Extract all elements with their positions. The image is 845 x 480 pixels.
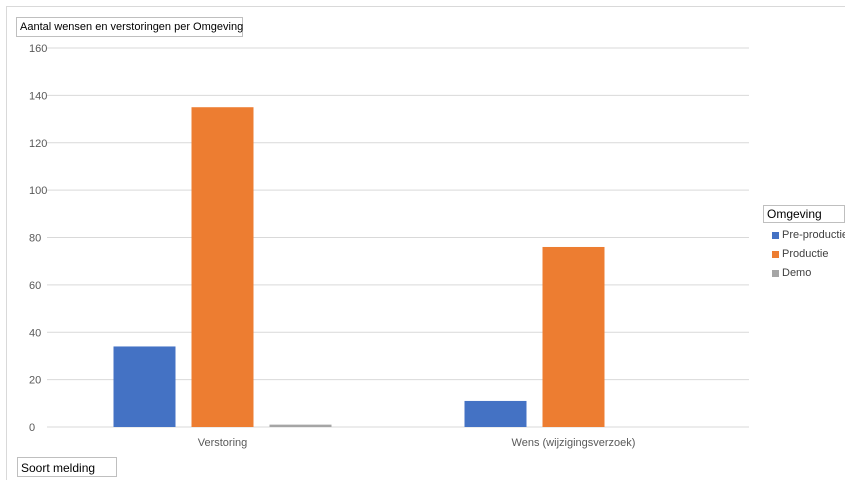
legend-swatch [772, 269, 779, 277]
legend-label: Demo [782, 267, 812, 279]
bars [113, 107, 605, 427]
y-tick-label: 0 [29, 422, 35, 434]
xaxis-field-button[interactable]: Soort melding [17, 457, 117, 477]
legend: Omgeving Pre-productie Productie Demo [763, 205, 845, 280]
y-axis-ticks: 0 20 40 60 80 100 120 140 160 [29, 43, 47, 434]
y-tick-label: 140 [29, 90, 47, 102]
bar-productie-0[interactable] [191, 107, 254, 427]
legend-title-field-button[interactable]: Omgeving [763, 205, 845, 223]
chart-frame [6, 6, 845, 480]
x-tick-label: Verstoring [198, 437, 248, 449]
x-tick-label: Wens (wijzigingsverzoek) [512, 437, 636, 449]
legend-swatch [772, 231, 779, 239]
chart-title-field-button[interactable]: Aantal wensen en verstoringen per Omgevi… [16, 17, 243, 37]
y-tick-label: 60 [29, 280, 41, 292]
y-tick-label: 80 [29, 233, 41, 245]
bar-demo-0[interactable] [269, 424, 332, 427]
bar-pre-productie-0[interactable] [113, 346, 176, 427]
legend-item[interactable]: Pre-productie [763, 228, 845, 242]
bar-productie-1[interactable] [542, 246, 605, 427]
y-tick-label: 120 [29, 138, 47, 150]
y-tick-label: 40 [29, 327, 41, 339]
legend-label: Productie [782, 248, 829, 260]
legend-item[interactable]: Productie [763, 247, 845, 261]
y-tick-label: 160 [29, 43, 47, 55]
legend-label: Pre-productie [782, 229, 845, 241]
bar-pre-productie-1[interactable] [464, 400, 527, 427]
legend-item[interactable]: Demo [763, 266, 845, 280]
y-tick-label: 20 [29, 375, 41, 387]
y-tick-label: 100 [29, 185, 47, 197]
legend-swatch [772, 250, 779, 258]
x-axis-ticks: Verstoring Wens (wijzigingsverzoek) [198, 437, 636, 449]
